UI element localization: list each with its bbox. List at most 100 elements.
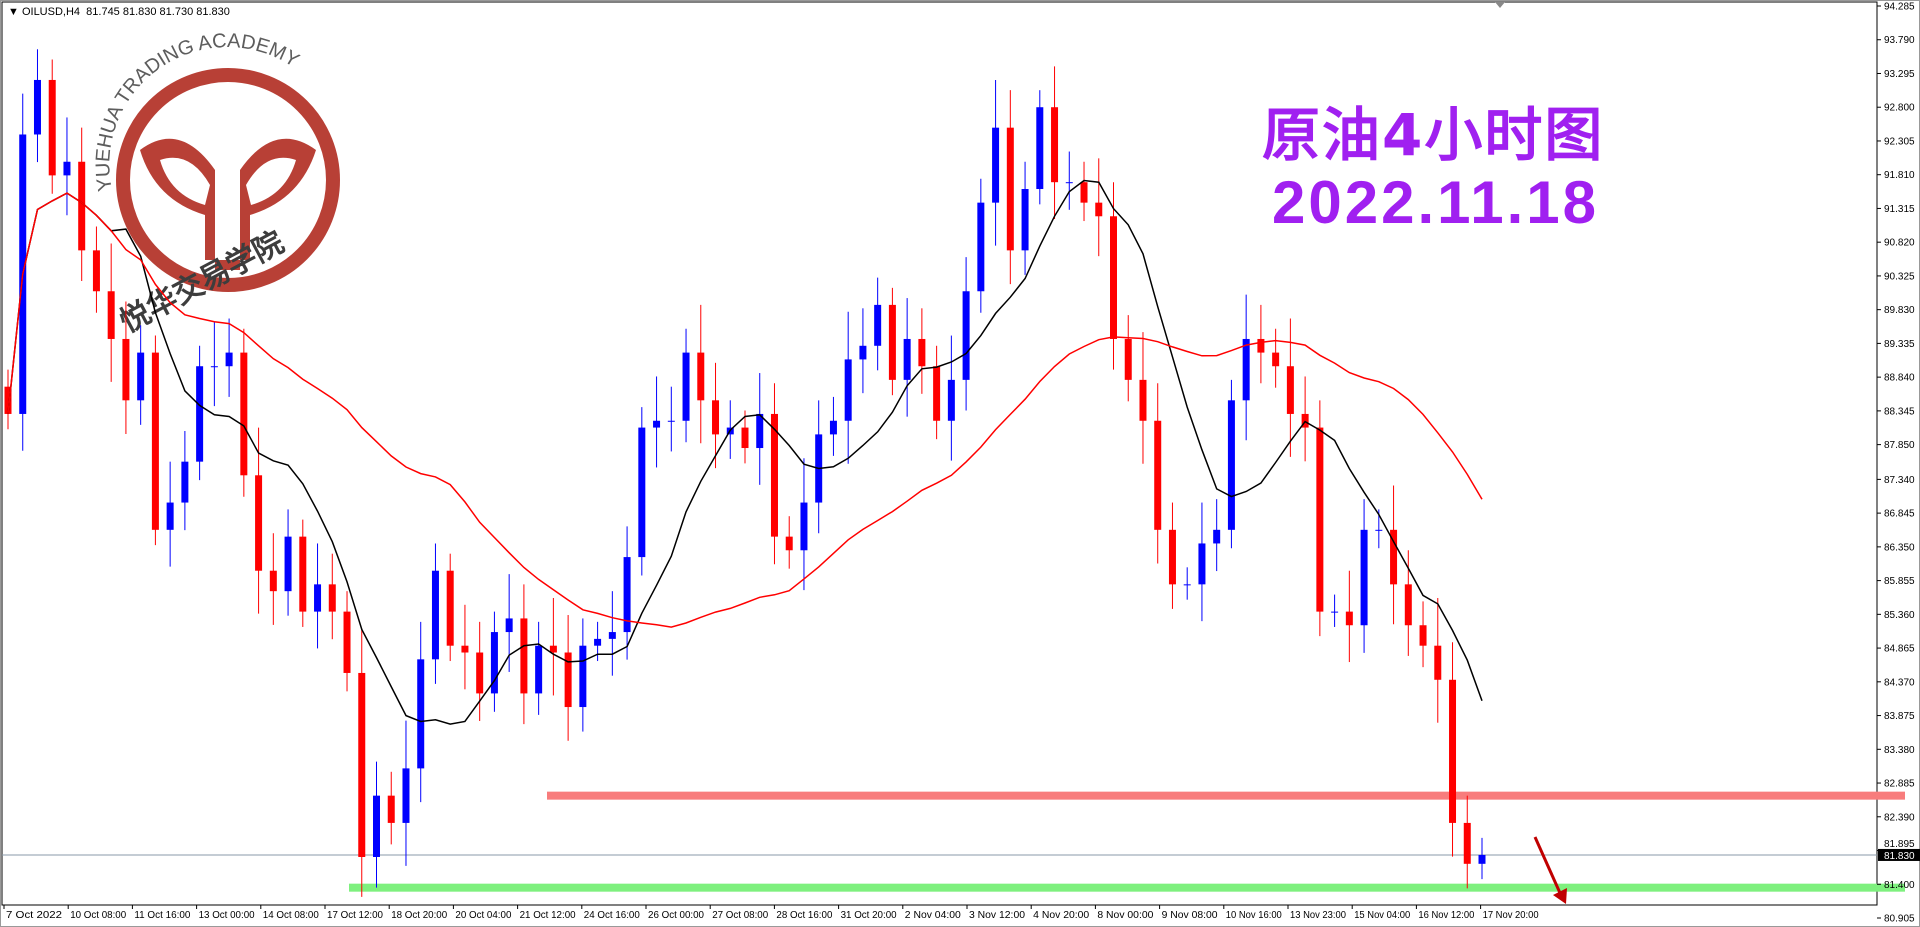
- candle-body: [48, 79, 56, 176]
- candle-body: [461, 645, 469, 653]
- candle: [92, 226, 100, 313]
- candle: [1154, 383, 1162, 564]
- candle-body: [874, 304, 882, 346]
- candle-body: [1139, 379, 1147, 421]
- candle-body: [933, 366, 941, 421]
- candle: [1419, 601, 1427, 668]
- y-tick-label: 81.895: [1884, 839, 1915, 850]
- candle-body: [1213, 529, 1221, 544]
- candle: [992, 79, 1000, 246]
- candle: [741, 410, 749, 464]
- candle: [166, 461, 174, 567]
- chart-title-overlay: 原油4小时图: [1262, 101, 1605, 169]
- candle: [829, 396, 837, 456]
- y-tick-label: 91.810: [1884, 170, 1915, 181]
- candle: [667, 386, 675, 452]
- candle-body: [1242, 338, 1250, 401]
- candle-body: [431, 570, 439, 660]
- candle: [1227, 379, 1235, 549]
- candle-body: [225, 352, 233, 367]
- candle: [1390, 485, 1398, 625]
- candle: [1139, 332, 1147, 464]
- candle-body: [1434, 645, 1442, 680]
- candle-body: [564, 652, 572, 708]
- price-axis: 94.285 93.790 93.295 92.800 92.305 91.810 91.3…: [1877, 2, 1920, 925]
- x-tick-label: 17 Nov 20:00: [1483, 910, 1539, 921]
- candle: [1021, 161, 1029, 275]
- candle-body: [992, 127, 1000, 203]
- chart-shift-marker-icon[interactable]: [1495, 2, 1505, 8]
- collapse-icon[interactable]: ▼: [8, 6, 19, 18]
- candle-body: [653, 420, 661, 428]
- moving-averages: [7, 179, 1483, 725]
- y-tick-label: 85.360: [1884, 610, 1915, 621]
- candle: [299, 519, 307, 627]
- x-tick-label: 26 Oct 00:00: [648, 910, 704, 921]
- candle-body: [1154, 420, 1162, 530]
- candle: [387, 771, 395, 845]
- x-tick-label: 10 Oct 08:00: [70, 910, 126, 921]
- candle: [122, 301, 130, 435]
- chart-date-overlay: 2022.11.18: [1272, 169, 1599, 236]
- x-tick-label: 16 Nov 12:00: [1418, 910, 1474, 921]
- candle: [608, 591, 616, 676]
- candle-body: [1316, 427, 1324, 612]
- current-price-badge: [1878, 848, 1920, 861]
- candle: [1036, 90, 1044, 205]
- candle-body: [623, 557, 631, 633]
- candle: [63, 117, 71, 216]
- candle: [1051, 66, 1059, 220]
- candle: [4, 369, 12, 430]
- candle: [1434, 597, 1442, 723]
- candle: [107, 243, 115, 382]
- candle: [623, 526, 631, 660]
- candle-body: [1478, 854, 1486, 864]
- x-tick-label: 18 Oct 20:00: [391, 910, 447, 921]
- y-tick-label: 87.850: [1884, 440, 1915, 451]
- x-tick-label: 8 Nov 00:00: [1097, 910, 1153, 921]
- y-tick-label: 81.400: [1884, 880, 1915, 891]
- candle: [181, 430, 189, 531]
- y-tick-label: 83.380: [1884, 745, 1915, 756]
- candle-body: [343, 611, 351, 673]
- candle-body: [1095, 202, 1103, 217]
- candle: [343, 591, 351, 692]
- x-tick-label: 11 Oct 16:00: [134, 910, 190, 921]
- y-tick-label: 82.390: [1884, 812, 1915, 823]
- candle-body: [1404, 584, 1412, 626]
- y-tick-label: 91.315: [1884, 204, 1915, 215]
- x-tick-label: 4 Nov 20:00: [1033, 910, 1089, 921]
- candle-body: [505, 618, 513, 633]
- x-tick-label: 9 Nov 08:00: [1162, 910, 1218, 921]
- candle: [417, 621, 425, 803]
- candle-body: [1286, 366, 1294, 414]
- candle-body: [1257, 338, 1265, 353]
- candle-body: [1065, 182, 1073, 184]
- candle-body: [947, 379, 955, 421]
- candle-body: [682, 352, 690, 421]
- candle: [1242, 294, 1250, 441]
- candle: [1286, 318, 1294, 457]
- candle: [328, 553, 336, 640]
- candle: [770, 383, 778, 565]
- candle-body: [255, 475, 263, 571]
- candle: [1124, 315, 1132, 402]
- candle-body: [1463, 822, 1471, 864]
- candle-body: [594, 638, 602, 646]
- candle-body: [1375, 529, 1383, 531]
- candle: [549, 597, 557, 696]
- candle-body: [1080, 182, 1088, 203]
- y-tick-label: 92.800: [1884, 103, 1915, 114]
- candle: [564, 615, 572, 741]
- candle: [653, 376, 661, 468]
- candle-body: [741, 427, 749, 449]
- candle-body: [770, 413, 778, 537]
- levels: [2, 791, 1905, 892]
- candle: [962, 257, 970, 411]
- candle-body: [1198, 543, 1206, 585]
- y-tick-label: 82.885: [1884, 779, 1915, 790]
- candle-body: [549, 645, 557, 653]
- candle: [1006, 90, 1014, 285]
- candle-body: [1331, 611, 1339, 613]
